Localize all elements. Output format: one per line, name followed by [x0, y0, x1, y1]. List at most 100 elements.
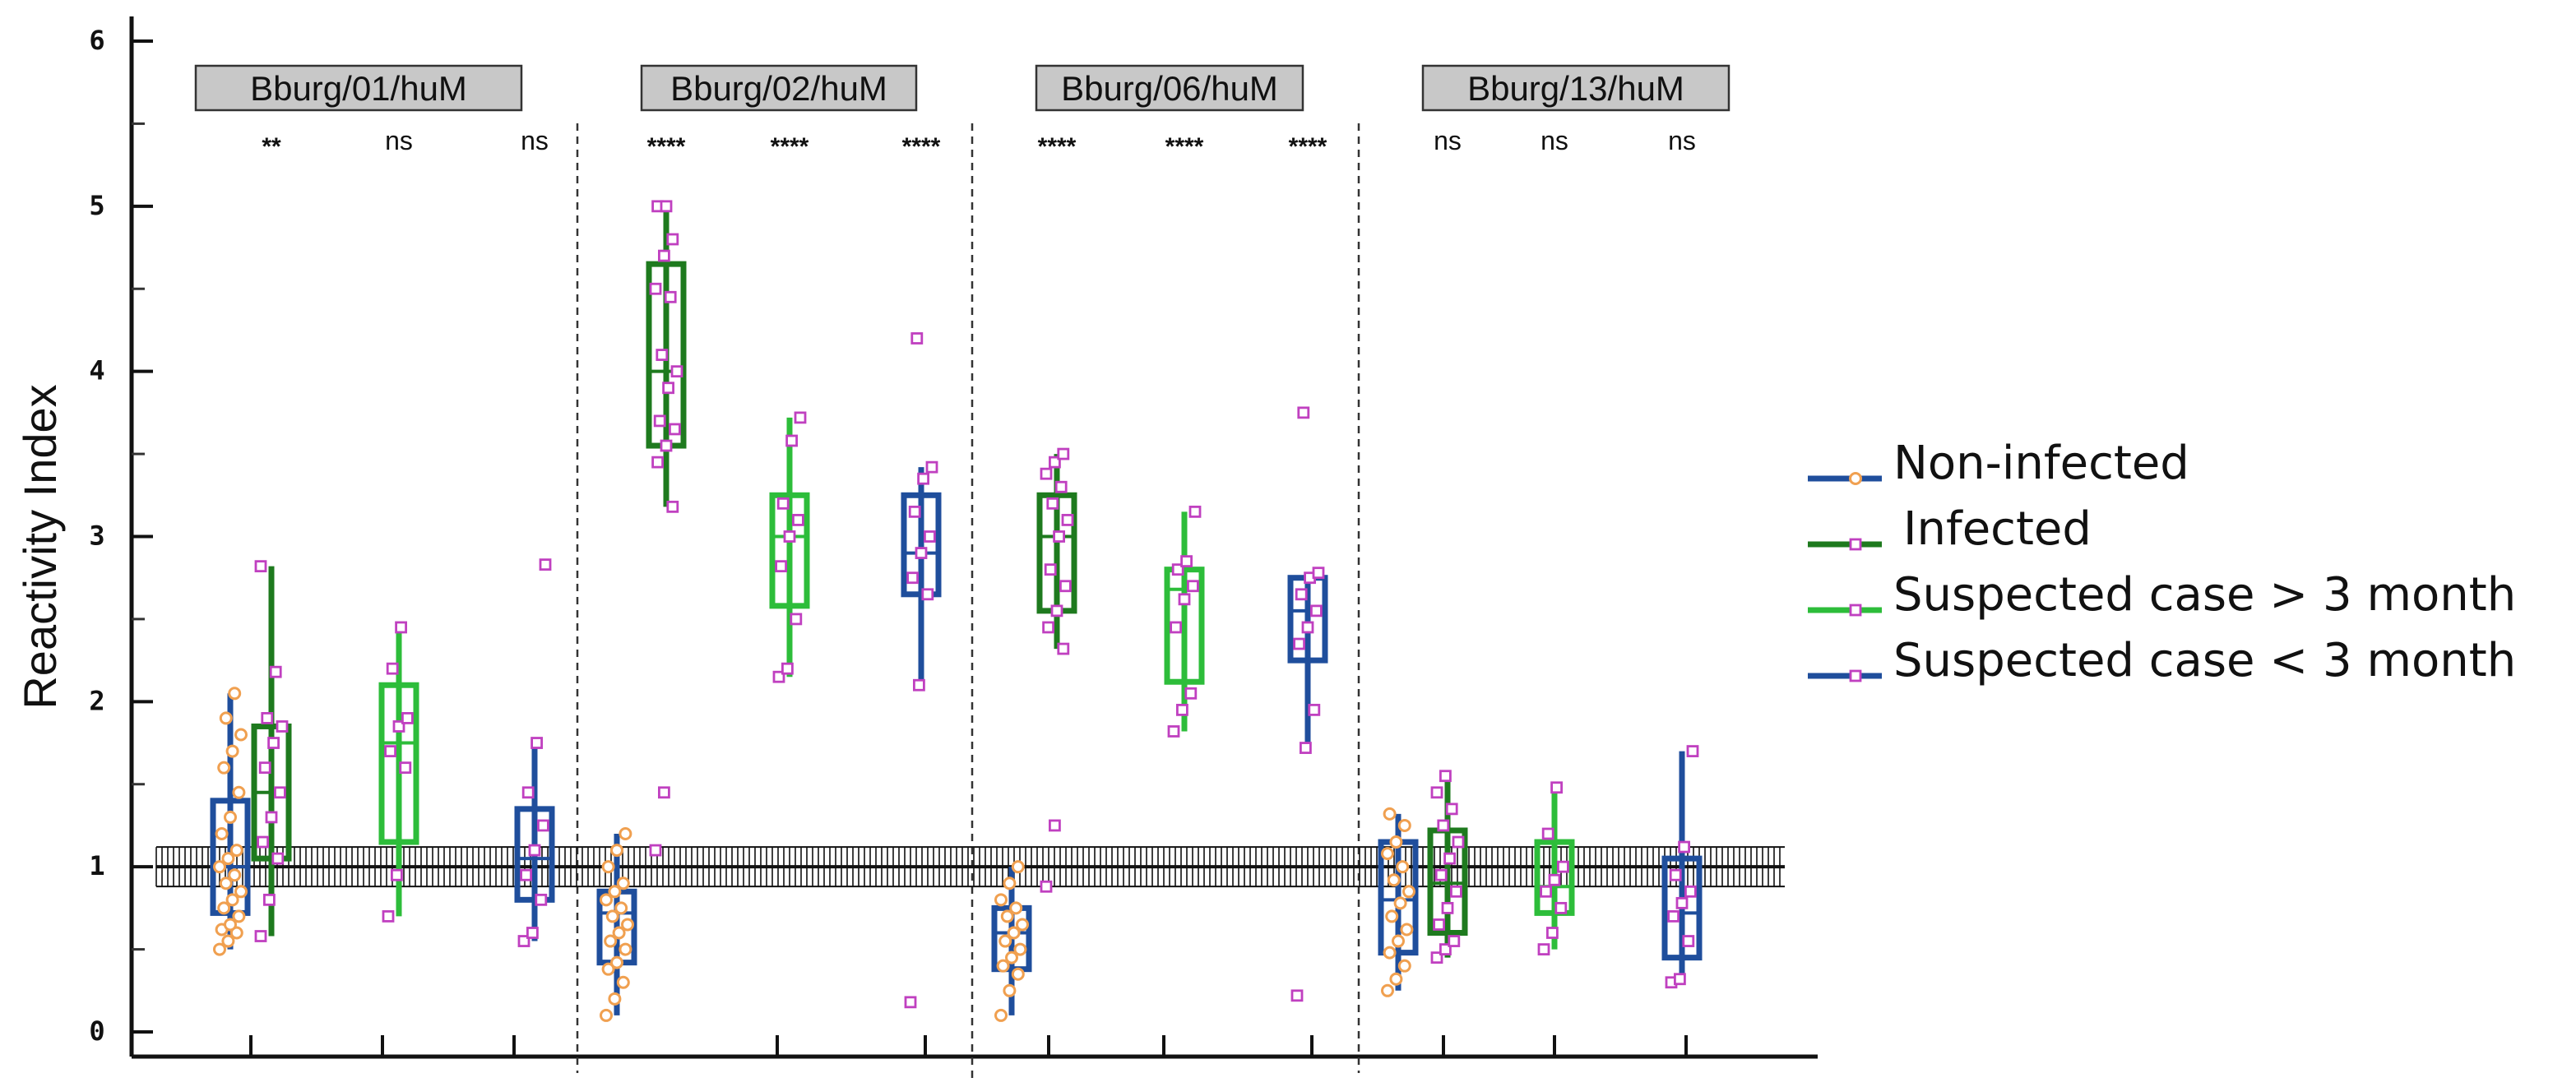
- data-point: [1011, 967, 1025, 981]
- data-point: [785, 434, 798, 447]
- box-group: [1036, 447, 1077, 893]
- legend-label: Suspected case < 3 month: [1893, 634, 2516, 687]
- data-point: [1040, 467, 1053, 480]
- data-point: [1439, 943, 1452, 955]
- data-point: [906, 571, 919, 585]
- data-point: [1007, 926, 1021, 940]
- data-point: [1381, 847, 1394, 861]
- data-point: [539, 558, 552, 571]
- data-point: [228, 868, 242, 882]
- data-point: [535, 893, 548, 906]
- data-point: [1439, 770, 1452, 783]
- data-point: [1293, 637, 1305, 650]
- data-point: [1016, 918, 1029, 932]
- data-point: [649, 844, 662, 857]
- data-point: [619, 942, 632, 956]
- box-body: [210, 798, 251, 916]
- significance-label: ns: [1668, 126, 1696, 155]
- data-point: [521, 786, 535, 799]
- box-group: [251, 560, 292, 942]
- legend-marker: [1849, 604, 1862, 617]
- box-group: [1378, 807, 1419, 997]
- data-point: [1550, 781, 1563, 794]
- panel-header: [1421, 64, 1730, 112]
- data-point: [213, 860, 226, 874]
- data-point: [1297, 406, 1310, 419]
- data-point: [276, 720, 289, 733]
- data-point: [1042, 621, 1054, 634]
- data-point: [1044, 563, 1057, 576]
- box-group: [1164, 505, 1205, 738]
- data-point: [600, 1008, 613, 1022]
- data-point: [1433, 918, 1445, 931]
- data-point: [1400, 923, 1414, 937]
- data-point: [1445, 803, 1458, 816]
- significance-label: **: [262, 133, 281, 160]
- data-point: [1300, 742, 1312, 754]
- data-point: [219, 711, 233, 725]
- legend-label: Non-infected: [1893, 437, 2189, 490]
- data-point: [666, 500, 679, 513]
- significance-label: ****: [902, 133, 941, 160]
- data-point: [269, 665, 282, 678]
- data-point: [1387, 873, 1401, 887]
- data-point: [1178, 593, 1191, 606]
- data-point: [517, 935, 530, 947]
- significance-label: ns: [521, 126, 549, 155]
- data-point: [772, 670, 785, 683]
- data-point: [1430, 786, 1443, 799]
- panel-header: [1035, 64, 1304, 112]
- data-point: [213, 942, 226, 956]
- data-point: [660, 200, 673, 213]
- data-point: [610, 844, 623, 858]
- data-point: [605, 909, 619, 923]
- data-point: [257, 835, 270, 849]
- data-point: [261, 712, 274, 724]
- data-point: [653, 414, 666, 428]
- data-point: [221, 934, 235, 948]
- data-point: [662, 382, 674, 395]
- data-point: [794, 411, 807, 424]
- legend-marker: [1849, 538, 1862, 551]
- legend-item: Non-infected: [1808, 437, 2189, 490]
- data-point: [601, 860, 615, 874]
- box-body: [1164, 567, 1205, 685]
- data-point: [1537, 943, 1550, 955]
- data-point: [1061, 514, 1074, 526]
- box-body: [1661, 855, 1703, 961]
- data-point: [656, 349, 669, 361]
- data-point: [1290, 989, 1304, 1002]
- box-body: [1534, 839, 1575, 916]
- data-point: [1675, 896, 1689, 909]
- data-point: [1441, 901, 1454, 914]
- data-point: [608, 992, 622, 1006]
- y-tick-label: 1: [89, 850, 104, 881]
- y-tick-label: 5: [89, 190, 104, 221]
- data-point: [915, 547, 928, 559]
- data-point: [234, 885, 248, 899]
- data-point: [232, 909, 246, 923]
- box-group: [1661, 745, 1703, 989]
- data-point: [1170, 621, 1182, 634]
- data-point: [1050, 604, 1063, 618]
- significance-label: ****: [1289, 133, 1327, 160]
- legend-item: Suspected case > 3 month: [1808, 568, 2516, 622]
- data-point: [1684, 885, 1697, 898]
- data-point: [1393, 896, 1407, 910]
- data-point: [1184, 687, 1198, 700]
- data-point: [262, 893, 276, 906]
- significance-label: ****: [1165, 133, 1204, 160]
- data-point: [399, 761, 412, 775]
- data-point: [925, 460, 938, 474]
- data-point: [1678, 840, 1690, 853]
- data-point: [619, 827, 632, 840]
- data-point: [614, 901, 628, 915]
- data-point: [1180, 555, 1193, 568]
- data-point: [390, 868, 403, 881]
- data-point: [1667, 910, 1679, 923]
- data-point: [649, 282, 662, 295]
- data-point: [1674, 973, 1686, 986]
- data-point: [1005, 951, 1018, 964]
- data-point: [994, 1008, 1008, 1022]
